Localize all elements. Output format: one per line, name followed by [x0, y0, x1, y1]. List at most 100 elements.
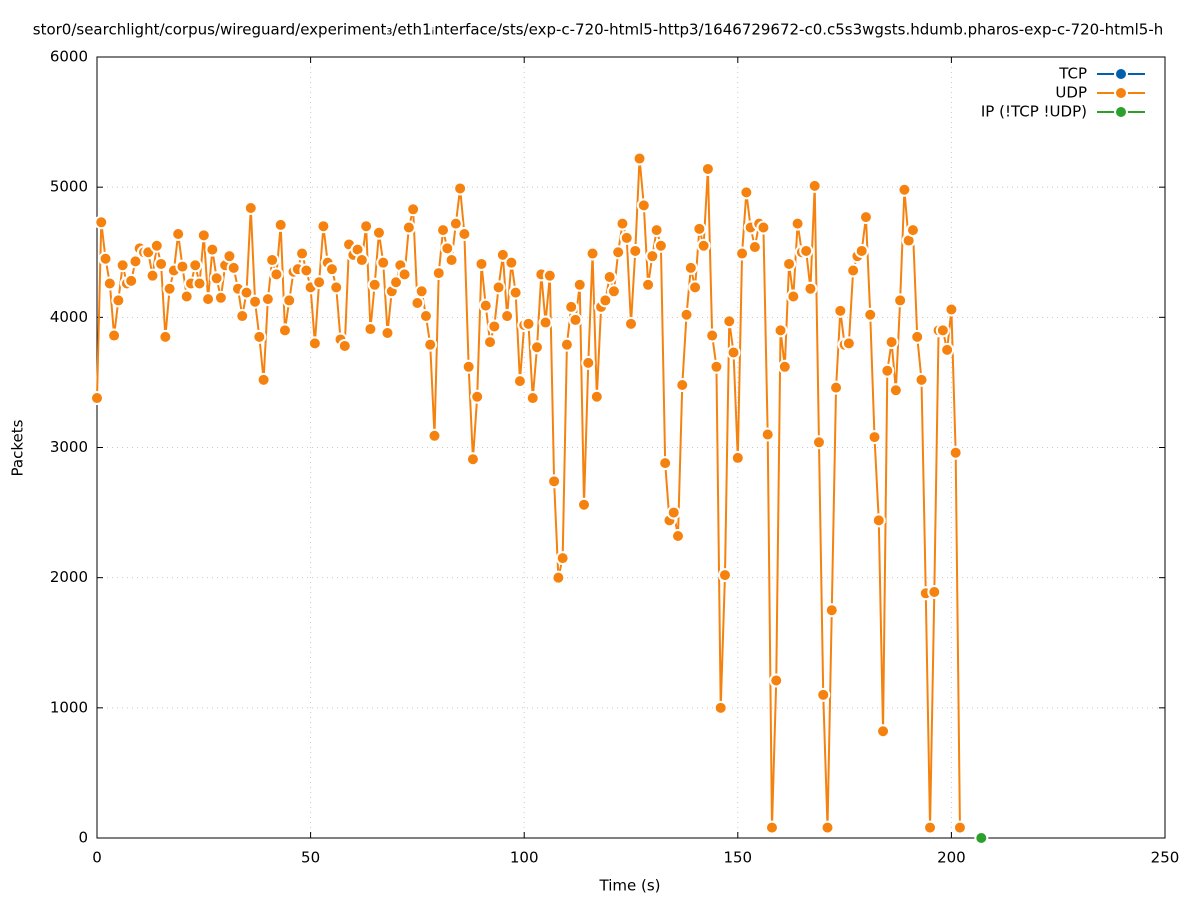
data-point — [803, 281, 818, 296]
data-point — [209, 271, 224, 286]
data-point — [829, 380, 844, 395]
data-point — [94, 215, 109, 230]
data-point — [470, 389, 485, 404]
data-point — [611, 245, 626, 260]
data-point — [158, 329, 173, 344]
data-point — [427, 428, 442, 443]
data-point — [188, 258, 203, 273]
data-point — [239, 285, 254, 300]
data-point — [923, 820, 938, 835]
data-point — [910, 329, 925, 344]
data-point — [927, 584, 942, 599]
data-point — [653, 238, 668, 253]
data-point — [192, 276, 207, 291]
y-tick-label: 0 — [78, 829, 88, 847]
y-tick-label: 2000 — [50, 568, 88, 586]
data-point — [649, 223, 664, 238]
data-point — [213, 290, 228, 305]
data-point — [747, 240, 762, 255]
data-point — [688, 280, 703, 295]
data-point — [124, 273, 139, 288]
data-point — [820, 820, 835, 835]
data-point — [598, 293, 613, 308]
data-point — [406, 202, 421, 217]
data-point — [722, 314, 737, 329]
data-point — [948, 445, 963, 460]
data-point — [619, 230, 634, 245]
data-point — [790, 216, 805, 231]
chart-title: stor0/searchlight/corpus/wireguard/exper… — [33, 21, 1164, 39]
data-point — [299, 263, 314, 278]
data-point — [807, 178, 822, 193]
data-point — [226, 260, 241, 275]
data-point — [401, 220, 416, 235]
data-point — [440, 241, 455, 256]
x-tick-label: 150 — [723, 849, 752, 867]
data-point — [380, 325, 395, 340]
data-point — [897, 182, 912, 197]
data-point — [730, 450, 745, 465]
data-point — [478, 298, 493, 313]
data-point — [893, 293, 908, 308]
data-point — [504, 255, 519, 270]
data-point — [337, 338, 352, 353]
y-axis-label: Packets — [9, 419, 27, 476]
data-point — [273, 217, 288, 232]
data-point — [636, 198, 651, 213]
data-point — [162, 281, 177, 296]
data-point — [461, 359, 476, 374]
data-point — [260, 292, 275, 307]
data-point — [867, 430, 882, 445]
data-point — [641, 277, 656, 292]
data-point — [811, 435, 826, 450]
data-point — [102, 276, 117, 291]
data-point — [312, 275, 327, 290]
data-point — [307, 336, 322, 351]
data-point — [739, 185, 754, 200]
data-point — [559, 337, 574, 352]
data-point — [205, 242, 220, 257]
data-point — [799, 243, 814, 258]
data-point — [282, 293, 297, 308]
data-point — [265, 253, 280, 268]
data-point — [196, 228, 211, 243]
data-point — [295, 246, 310, 261]
data-point — [324, 262, 339, 277]
data-point — [269, 267, 284, 282]
data-point — [171, 227, 186, 242]
data-point — [538, 315, 553, 330]
data-point — [914, 372, 929, 387]
data-point — [551, 570, 566, 585]
data-point — [769, 673, 784, 688]
data-point — [316, 219, 331, 234]
data-point — [410, 296, 425, 311]
data-point — [602, 269, 617, 284]
data-point — [389, 275, 404, 290]
data-point — [145, 268, 160, 283]
data-point — [354, 253, 369, 268]
data-point — [107, 328, 122, 343]
data-point — [243, 200, 258, 215]
x-tick-label: 100 — [510, 849, 539, 867]
data-point — [525, 391, 540, 406]
data-point — [717, 568, 732, 583]
data-point — [756, 220, 771, 235]
data-point — [414, 284, 429, 299]
data-point — [128, 254, 143, 269]
data-point — [615, 216, 630, 231]
data-point — [833, 303, 848, 318]
data-point — [222, 249, 237, 264]
x-tick-label: 250 — [1151, 849, 1180, 867]
data-point — [483, 335, 498, 350]
legend-label: TCP — [1058, 65, 1087, 83]
data-point — [884, 335, 899, 350]
data-point — [683, 260, 698, 275]
data-point — [495, 247, 510, 262]
y-tick-label: 1000 — [50, 698, 88, 716]
legend-marker — [1114, 67, 1128, 81]
data-point — [418, 309, 433, 324]
data-point — [530, 340, 545, 355]
data-point — [444, 253, 459, 268]
data-point — [111, 293, 126, 308]
data-point — [632, 151, 647, 166]
